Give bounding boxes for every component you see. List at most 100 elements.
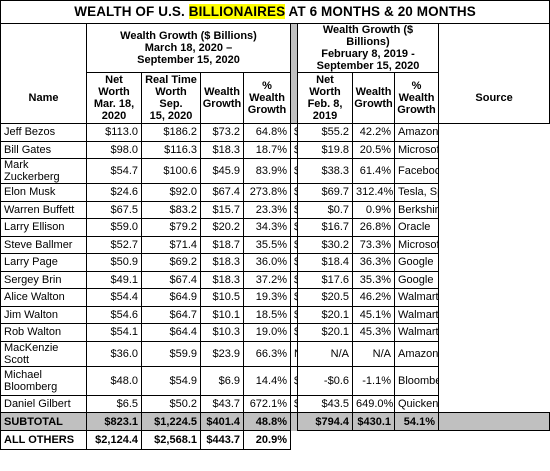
- group2-line1: Wealth Growth ($ Billions): [322, 24, 414, 49]
- cell-pct-growth-1: 18.5%: [243, 305, 291, 324]
- cell-pct-growth-2: 312.4%: [352, 183, 395, 202]
- cell-real-time-worth: $64.4: [141, 323, 201, 342]
- col-header-line: Worth Sep.: [155, 86, 187, 110]
- cell-pct-growth-2: 36.3%: [352, 253, 395, 272]
- cell-net-worth-feb: $62.3: [290, 158, 298, 184]
- cell-pct-growth-1: 36.0%: [243, 253, 291, 272]
- cell-name: Rob Walton: [0, 323, 87, 342]
- cell-pct-growth-1: 14.4%: [243, 365, 291, 396]
- cell-real-time-worth: $116.3: [141, 140, 201, 159]
- cell-net-worth-mar: $6.5: [86, 394, 142, 413]
- cell-source: Microsoft: [394, 235, 439, 254]
- cell-net-worth-feb: $44.4: [290, 288, 298, 307]
- cell-net-worth-feb: $41.2: [290, 235, 298, 254]
- cell-net-worth-mar: $52.7: [86, 235, 142, 254]
- group2-line3: September 15, 2020: [316, 60, 420, 72]
- subtotal-separator: [290, 412, 298, 431]
- cell-name: MacKenzie Scott: [0, 340, 87, 367]
- cell-real-time-worth: $67.4: [141, 270, 201, 289]
- table-row: Alice Walton$54.4$64.9$10.519.3%$44.4$20…: [0, 288, 550, 307]
- cell-wealth-growth-2: $0.7: [297, 200, 353, 219]
- cell-net-worth-feb: $22.3: [290, 183, 298, 202]
- group1-line2: March 18, 2020 –: [144, 42, 233, 54]
- table-row: Daniel Gilbert$6.5$50.2$43.7672.1%$6.7$4…: [0, 394, 550, 413]
- cell-wealth-growth-2: $38.3: [297, 158, 353, 184]
- cell-real-time-worth: $79.2: [141, 218, 201, 237]
- col-header-line: Wealth: [398, 92, 435, 104]
- cell-real-time-worth: $92.0: [141, 183, 201, 202]
- col-header-line: 2020: [101, 110, 127, 122]
- cell-real-time-worth: $64.7: [141, 305, 201, 324]
- col-header-pct-growth-1: % Wealth Growth: [243, 72, 291, 124]
- cell-pct-growth-2: 649.0%: [352, 394, 395, 413]
- table-row: Larry Ellison$59.0$79.2$20.234.3%$62.5$1…: [0, 218, 550, 237]
- cell-pct-growth-2: 35.3%: [352, 270, 395, 289]
- cell-wealth-growth-1: $20.2: [200, 218, 244, 237]
- column-separator: [290, 23, 298, 124]
- subtotal-pct-growth-2: 54.1%: [394, 412, 439, 431]
- cell-net-worth-mar: $67.5: [86, 200, 142, 219]
- cell-source: Google: [394, 253, 439, 272]
- table-row: Jim Walton$54.6$64.7$10.118.5%$44.6$20.1…: [0, 305, 550, 324]
- cell-real-time-worth: $54.9: [141, 365, 201, 396]
- subtotal-wealth-growth-2: $430.1: [352, 412, 395, 431]
- cell-wealth-growth-1: $18.3: [200, 253, 244, 272]
- cell-name: Daniel Gilbert: [0, 394, 87, 413]
- col-header-name: Name: [0, 72, 87, 124]
- cell-wealth-growth-1: $43.7: [200, 394, 244, 413]
- cell-name: Sergey Brin: [0, 270, 87, 289]
- cell-net-worth-feb: $44.6: [290, 305, 298, 324]
- subtotal-net-worth-mar: $823.1: [86, 412, 142, 431]
- title-prefix: WEALTH OF U.S.: [74, 4, 189, 19]
- col-header-real-time-worth: Real Time Worth Sep. 15, 2020: [141, 72, 201, 124]
- cell-wealth-growth-1: $18.3: [200, 140, 244, 159]
- cell-wealth-growth-1: $15.7: [200, 200, 244, 219]
- cell-source: Tesla, SpaceX: [394, 183, 439, 202]
- cell-wealth-growth-2: $69.7: [297, 183, 353, 202]
- col-header-line: Real Time: [145, 74, 197, 86]
- cell-real-time-worth: $64.9: [141, 288, 201, 307]
- source-header-top: [437, 23, 550, 73]
- subtotal-row: SUBTOTAL $823.1 $1,224.5 $401.4 48.8% $7…: [0, 412, 550, 431]
- cell-wealth-growth-2: $17.6: [297, 270, 353, 289]
- cell-wealth-growth-2: N/A: [297, 340, 353, 367]
- cell-real-time-worth: $71.4: [141, 235, 201, 254]
- cell-wealth-growth-1: $23.9: [200, 340, 244, 367]
- cell-net-worth-mar: $113.0: [86, 123, 142, 142]
- cell-pct-growth-2: 45.3%: [352, 323, 395, 342]
- cell-net-worth-mar: $50.9: [86, 253, 142, 272]
- cell-pct-growth-1: 66.3%: [243, 340, 291, 367]
- others-net-worth-mar: $2,124.4: [86, 430, 142, 450]
- table-row: Bill Gates$98.0$116.3$18.318.7%$96.5$19.…: [0, 140, 550, 159]
- cell-net-worth-feb: $44.3: [290, 323, 298, 342]
- others-wealth-growth: $443.7: [200, 430, 244, 450]
- cell-pct-growth-2: 0.9%: [352, 200, 395, 219]
- cell-pct-growth-1: 19.0%: [243, 323, 291, 342]
- col-header-line: %: [411, 80, 422, 92]
- billionaire-wealth-table: WEALTH OF U.S. BILLIONAIRES AT 6 MONTHS …: [0, 0, 550, 450]
- cell-name: Larry Page: [0, 253, 87, 272]
- cell-pct-growth-2: 61.4%: [352, 158, 395, 184]
- table-row: Larry Page$50.9$69.2$18.336.0%$50.8$18.4…: [0, 253, 550, 272]
- cell-net-worth-feb: $82.5: [290, 200, 298, 219]
- cell-net-worth-feb: $50.8: [290, 253, 298, 272]
- others-label: ALL OTHERS: [0, 430, 87, 450]
- title-highlight: BILLIONAIRES: [188, 4, 286, 19]
- cell-wealth-growth-1: $73.2: [200, 123, 244, 142]
- cell-name: Bill Gates: [0, 140, 87, 159]
- table-row: Sergey Brin$49.1$67.4$18.337.2%$49.8$17.…: [0, 270, 550, 289]
- table-row: Warren Buffett$67.5$83.2$15.723.3%$82.5$…: [0, 200, 550, 219]
- title-suffix: AT 6 MONTHS & 20 MONTHS: [285, 4, 476, 19]
- cell-name: Elon Musk: [0, 183, 87, 202]
- subtotal-wealth-growth-1: $401.4: [200, 412, 244, 431]
- table-body: Jeff Bezos$113.0$186.2$73.264.8%$131.0$5…: [0, 123, 550, 413]
- cell-wealth-growth-2: $20.1: [297, 323, 353, 342]
- col-header-line: 15, 2020: [149, 110, 193, 122]
- cell-wealth-growth-1: $6.9: [200, 365, 244, 396]
- table-row: Jeff Bezos$113.0$186.2$73.264.8%$131.0$5…: [0, 123, 550, 142]
- cell-net-worth-feb: $62.5: [290, 218, 298, 237]
- cell-pct-growth-1: 34.3%: [243, 218, 291, 237]
- cell-name: Alice Walton: [0, 288, 87, 307]
- col-header-line: Feb. 8,: [307, 98, 343, 110]
- cell-net-worth-mar: $59.0: [86, 218, 142, 237]
